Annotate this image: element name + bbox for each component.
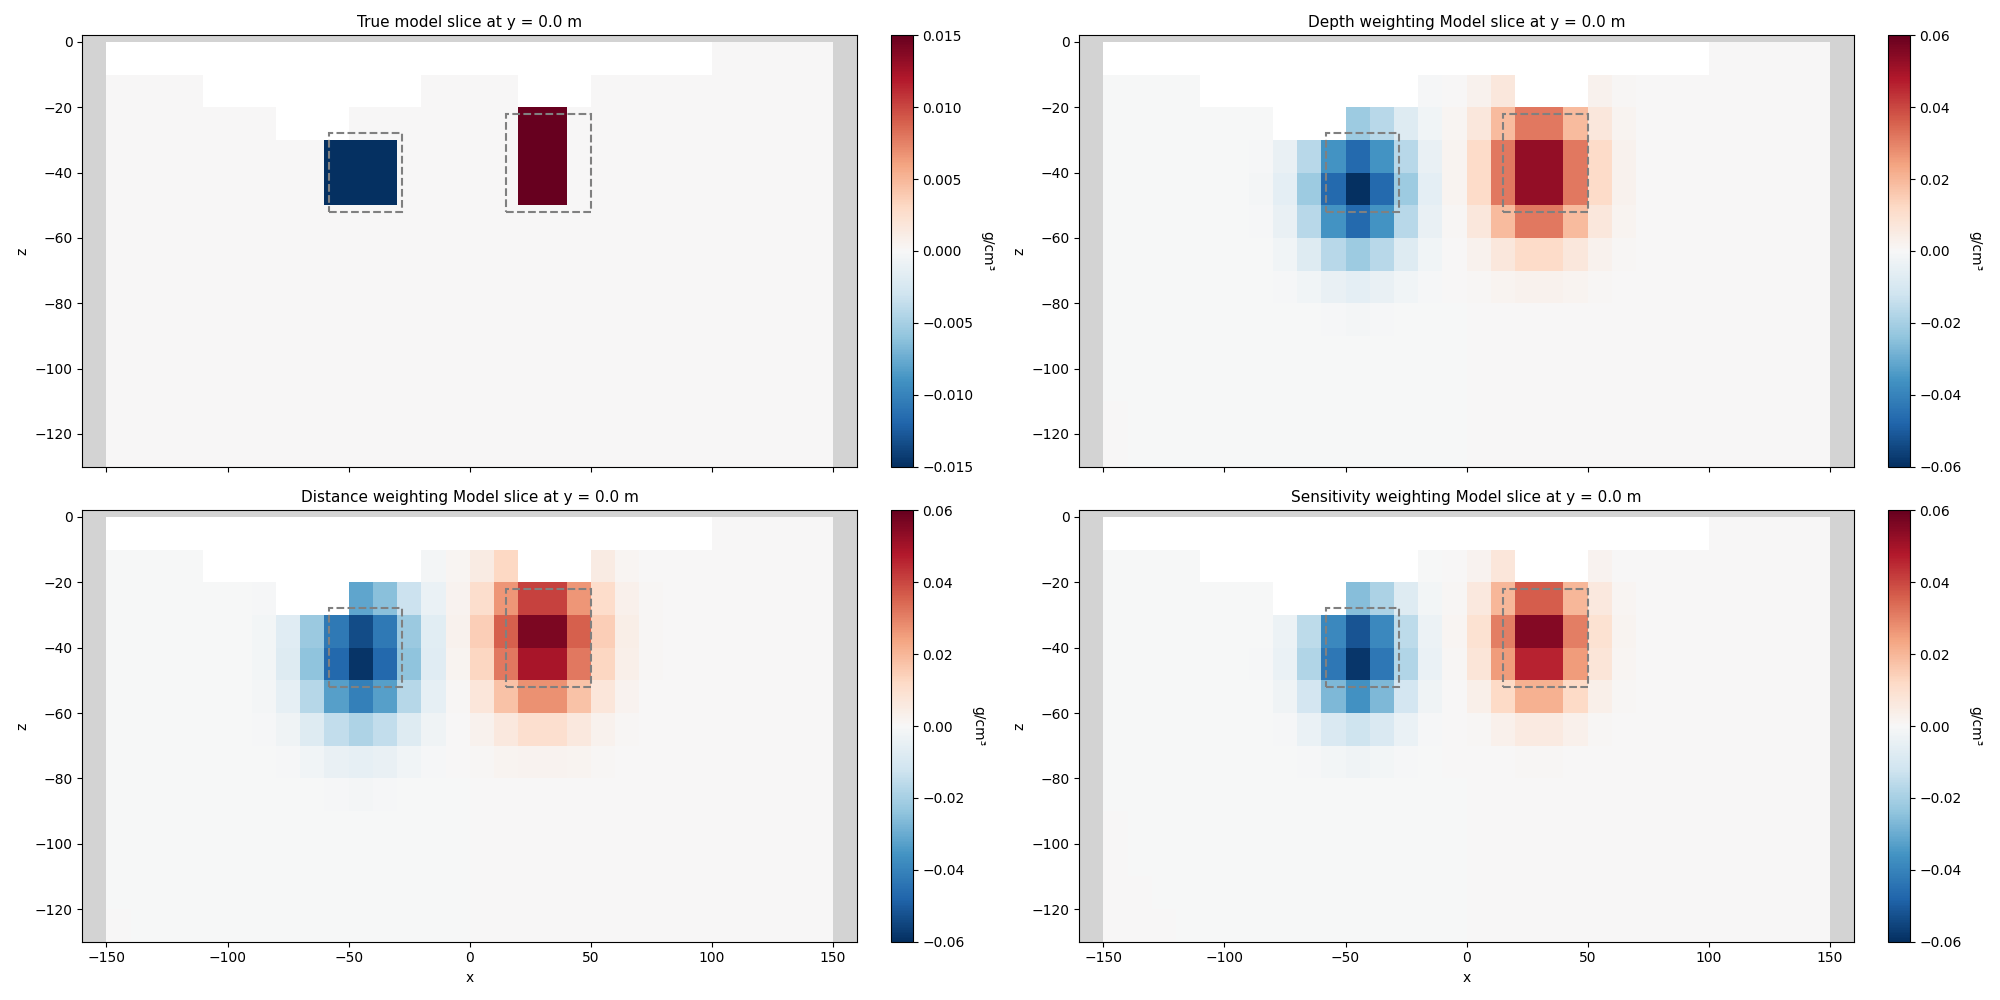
Y-axis label: z: z bbox=[1012, 722, 1026, 730]
X-axis label: x: x bbox=[466, 971, 474, 985]
Y-axis label: z: z bbox=[14, 247, 28, 255]
Y-axis label: z: z bbox=[14, 722, 28, 730]
X-axis label: x: x bbox=[1462, 971, 1470, 985]
Y-axis label: g/cm³: g/cm³ bbox=[1968, 231, 1982, 271]
Y-axis label: g/cm³: g/cm³ bbox=[980, 231, 994, 271]
Title: Depth weighting Model slice at y = 0.0 m: Depth weighting Model slice at y = 0.0 m bbox=[1308, 15, 1626, 30]
Title: True model slice at y = 0.0 m: True model slice at y = 0.0 m bbox=[358, 15, 582, 30]
Title: Sensitivity weighting Model slice at y = 0.0 m: Sensitivity weighting Model slice at y =… bbox=[1292, 490, 1642, 505]
Title: Distance weighting Model slice at y = 0.0 m: Distance weighting Model slice at y = 0.… bbox=[300, 490, 638, 505]
Y-axis label: g/cm³: g/cm³ bbox=[1968, 706, 1982, 746]
Y-axis label: z: z bbox=[1012, 247, 1026, 255]
Y-axis label: g/cm³: g/cm³ bbox=[972, 706, 986, 746]
